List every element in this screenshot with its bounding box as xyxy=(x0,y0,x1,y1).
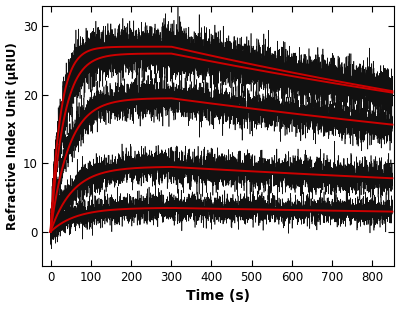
Y-axis label: Refractive Index Unit (μRIU): Refractive Index Unit (μRIU) xyxy=(6,42,18,230)
X-axis label: Time (s): Time (s) xyxy=(186,290,250,303)
